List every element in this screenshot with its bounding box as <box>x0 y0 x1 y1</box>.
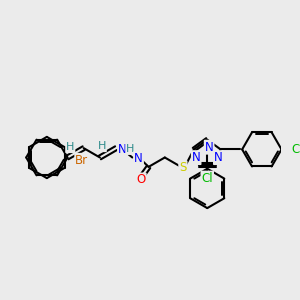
Text: H: H <box>66 142 74 152</box>
Text: N: N <box>192 151 201 164</box>
Text: N: N <box>134 152 143 165</box>
Text: Br: Br <box>75 154 88 167</box>
Text: Cl: Cl <box>201 172 213 184</box>
Text: N: N <box>118 142 127 156</box>
Text: H: H <box>98 141 106 151</box>
Text: N: N <box>214 151 223 164</box>
Text: S: S <box>179 161 187 174</box>
Text: O: O <box>136 173 146 187</box>
Text: N: N <box>205 141 214 154</box>
Text: Cl: Cl <box>291 143 300 156</box>
Text: H: H <box>126 144 135 154</box>
